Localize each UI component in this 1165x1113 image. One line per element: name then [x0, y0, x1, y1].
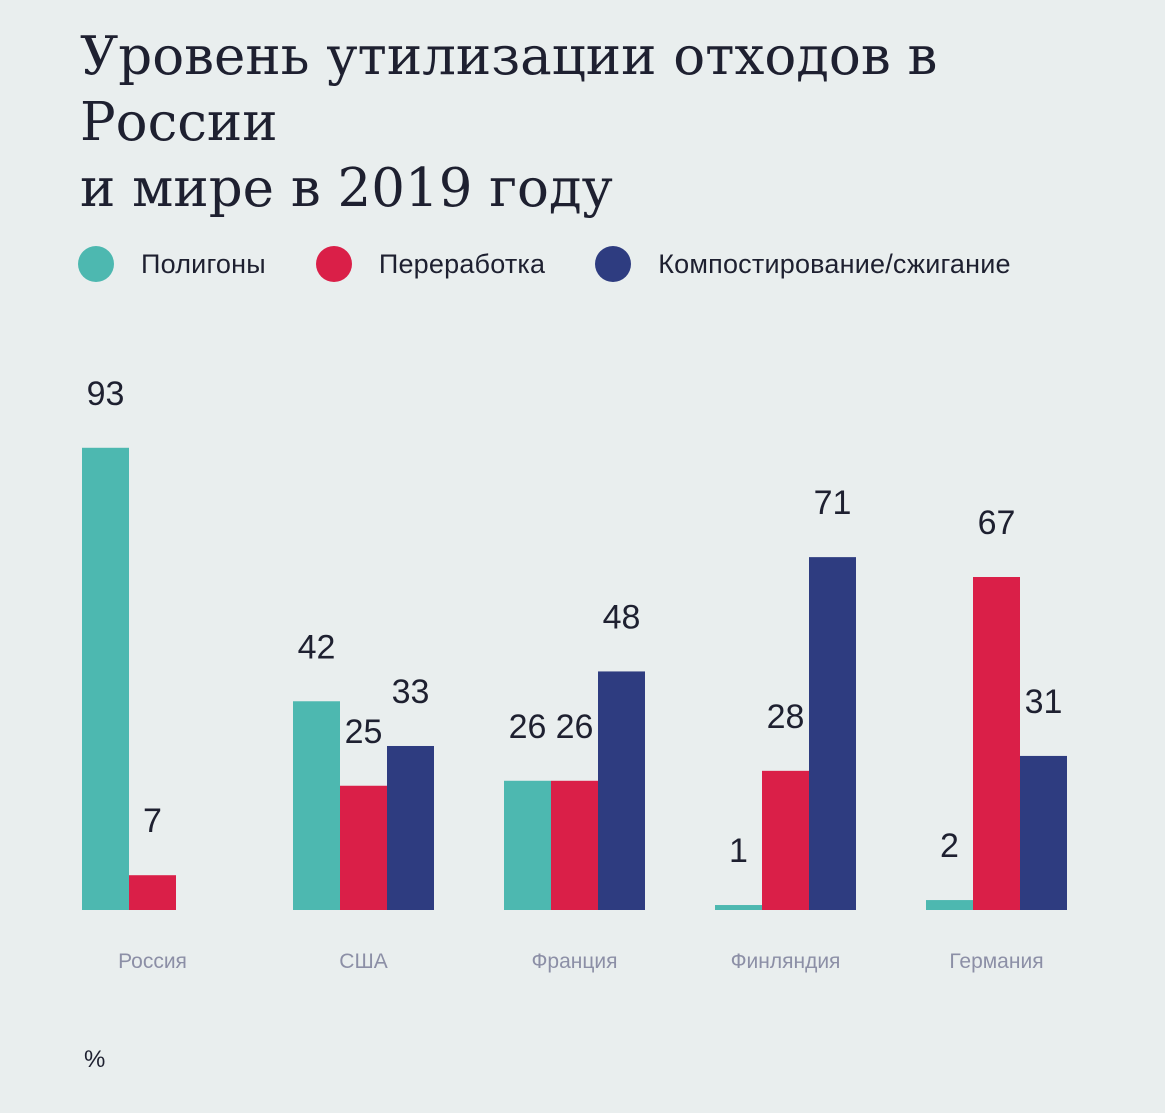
- legend-label-recycling: Переработка: [378, 248, 546, 279]
- value-label-france-recycling: 26: [556, 708, 594, 746]
- bar-russia-landfills: [82, 447, 129, 910]
- bar-germany-recycling: [973, 577, 1020, 910]
- value-label-germany-recycling: 67: [978, 504, 1016, 542]
- value-label-finland-composting: 71: [814, 484, 852, 522]
- value-label-usa-composting: 33: [392, 673, 430, 711]
- legend-swatch-landfills: [78, 246, 114, 282]
- value-label-germany-composting: 31: [1025, 683, 1063, 721]
- value-label-france-landfills: 26: [509, 708, 547, 746]
- category-label-france: Франция: [531, 950, 617, 973]
- bar-germany-landfills: [926, 900, 973, 910]
- value-label-usa-recycling: 25: [345, 713, 383, 751]
- category-label-usa: США: [339, 950, 387, 973]
- bar-usa-composting: [387, 745, 434, 910]
- legend-swatch-recycling: [315, 246, 352, 282]
- value-label-finland-recycling: 28: [767, 698, 805, 736]
- bar-france-composting: [598, 671, 645, 910]
- value-label-finland-landfills: 1: [729, 832, 748, 870]
- value-label-russia-landfills: 93: [87, 375, 125, 413]
- bar-finland-composting: [809, 557, 856, 910]
- bar-finland-landfills: [715, 905, 762, 910]
- bar-germany-composting: [1020, 755, 1067, 910]
- bar-france-recycling: [551, 780, 598, 910]
- bar-france-landfills: [504, 780, 551, 910]
- legend-label-composting: Компостирование/сжигание: [658, 248, 1011, 279]
- unit-label: %: [84, 1046, 106, 1073]
- value-label-russia-recycling: 7: [143, 802, 162, 840]
- bar-usa-landfills: [293, 701, 340, 910]
- legend-item-recycling: Переработка: [315, 246, 546, 282]
- category-label-russia: Россия: [118, 950, 187, 973]
- legend-item-composting: Компостирование/сжигание: [595, 246, 1011, 282]
- legend-item-landfills: Полигоны: [78, 246, 266, 282]
- legend: Полигоны Переработка Компостирование/сжи…: [78, 244, 1011, 284]
- bar-usa-recycling: [340, 785, 387, 910]
- value-label-germany-landfills: 2: [940, 827, 959, 865]
- legend-label-landfills: Полигоны: [141, 248, 266, 279]
- value-label-usa-landfills: 42: [298, 628, 336, 666]
- category-label-germany: Германия: [949, 950, 1043, 973]
- bar-finland-recycling: [762, 770, 809, 910]
- value-label-france-composting: 48: [603, 598, 641, 636]
- legend-swatch-composting: [595, 246, 632, 282]
- category-label-finland: Финляндия: [731, 950, 841, 973]
- chart-title: Уровень утилизации отходов в России и ми…: [80, 26, 938, 219]
- bar-russia-recycling: [129, 875, 176, 910]
